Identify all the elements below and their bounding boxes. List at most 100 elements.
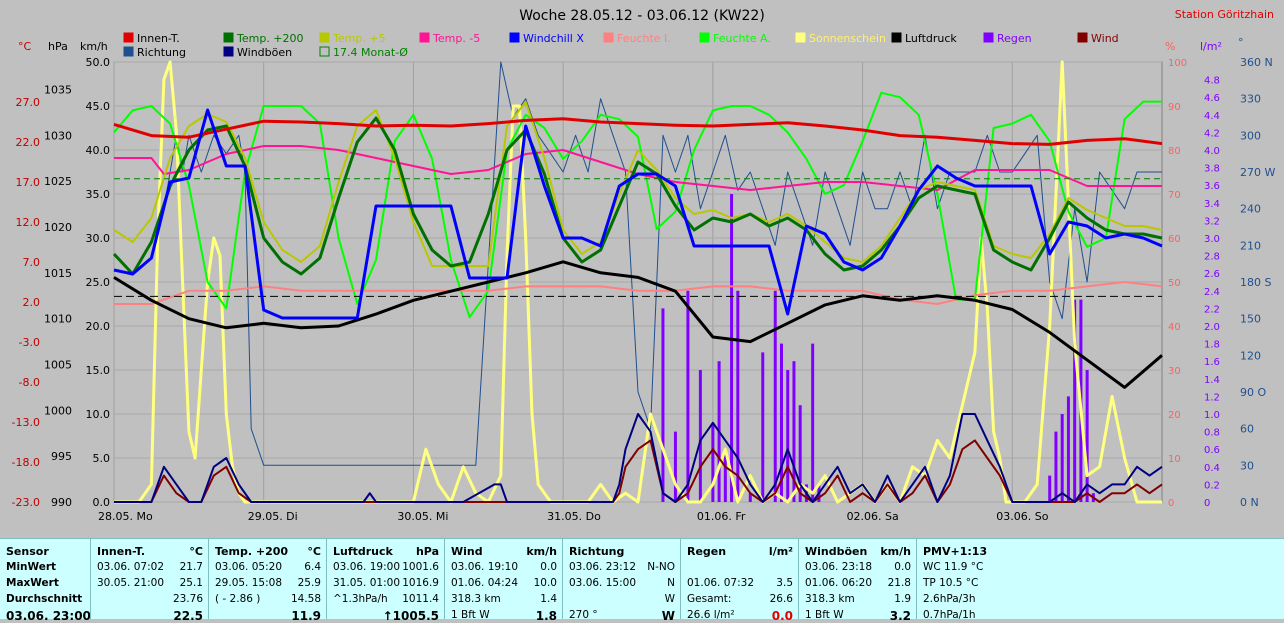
legend-label: 17.4 Monat-Ø [333, 46, 408, 59]
rain-bar [673, 431, 677, 502]
y-tick-label-lm2: 2.6 [1204, 269, 1220, 280]
y-tick-label-lm2: 0.6 [1204, 445, 1220, 456]
y-tick-label-lm2: 3.0 [1204, 234, 1220, 245]
statistics-panel: Sensor MinWert MaxWert Durchschnitt 03.06. 2… [0, 538, 1284, 623]
stats-column: Richtung 03.06. 23:12 N-NO 03.06. 15:00 N W 27… [562, 539, 681, 623]
y-tick-label-deg: 120 [1240, 349, 1261, 362]
rain-bar [779, 343, 783, 502]
stats-cell-detail: WC 11.9 °C [923, 561, 984, 573]
y-tick-label-deg: 300 [1240, 129, 1261, 142]
y-tick-label-kmh: 40.0 [86, 144, 111, 157]
axes: 28.05. Mo 29.05. Di 30.05. Mi 31.05. Do 01.0… [12, 56, 1276, 523]
series-layer [112, 60, 1163, 504]
stats-cell-detail: Gesamt: [687, 593, 732, 605]
stats-cell-value: W [664, 593, 675, 605]
series-line-windboeen [114, 413, 1163, 503]
y-tick-label-deg: 90 O [1240, 386, 1266, 399]
y-tick-label-lm2: 4.6 [1204, 93, 1220, 104]
stats-cell-detail: 1 Bft W [451, 609, 490, 621]
stats-cell-value: N [667, 577, 675, 589]
rain-bar [1085, 370, 1089, 502]
stats-column: Regen l/m² 01.06. 07:32 3.5 Gesamt: 26.6 26.6 … [680, 539, 799, 623]
stats-cell-detail: 03.06. 19:00 [333, 561, 400, 573]
stats-cell-value: W [661, 609, 675, 623]
series-line-windchill-x [113, 108, 1163, 320]
y-tick-label-deg: 0 N [1240, 496, 1259, 509]
legend-label: Richtung [137, 46, 186, 59]
rain-bar [661, 308, 665, 502]
rain-bar [748, 493, 752, 502]
stats-cell-value: 21.7 [179, 561, 203, 573]
y-tick-label-kmh: 10.0 [86, 408, 111, 421]
stats-header: PMV+1:13 [923, 545, 988, 558]
stats-cell-detail: 318.3 km [451, 593, 501, 605]
legend-label: Temp. +5 [332, 32, 386, 45]
y-tick-label-deg: 240 [1240, 203, 1261, 216]
stats-cell-value: 10.0 [533, 577, 557, 589]
stats-cell-value: 0.0 [894, 561, 911, 573]
rain-bar [811, 343, 815, 502]
series-line-feuchte-i- [114, 281, 1163, 305]
axis-header-percent: % [1165, 40, 1175, 53]
axis-header-hpa: hPa [48, 40, 68, 53]
rain-bar [1054, 431, 1058, 502]
stats-cell-detail: 318.3 km [805, 593, 855, 605]
y-tick-label-deg: 30 [1240, 459, 1254, 472]
legend-label: Temp. -5 [432, 32, 480, 45]
legend-label: Windchill X [523, 32, 584, 45]
y-tick-label-lm2: 3.6 [1204, 181, 1220, 192]
legend-swatch [223, 46, 234, 57]
legend-label: Feuchte A. [713, 32, 771, 45]
y-tick-label-deg: 150 [1240, 313, 1261, 326]
rain-bar [761, 352, 765, 502]
y-tick-label-lm2: 1.6 [1204, 357, 1220, 368]
stats-cell-detail: 270 ° [569, 609, 598, 621]
y-tick-label-kmh: 0.0 [93, 496, 111, 509]
axis-header-deg: ° [1238, 36, 1244, 49]
y-tick-label-lm2: 2.4 [1204, 287, 1220, 298]
stats-header: Wind [451, 545, 483, 558]
y-tick-label-kmh: 25.0 [86, 276, 111, 289]
y-tick-label-hpa: 1035 [44, 84, 72, 97]
stats-cell-detail: 03.06. 15:00 [569, 577, 636, 589]
legend-label: Luftdruck [905, 32, 957, 45]
y-tick-label-celsius: -13.0 [12, 416, 40, 429]
y-tick-label-percent: 20 [1168, 410, 1181, 421]
y-tick-label-percent: 10 [1168, 454, 1181, 465]
y-tick-label-hpa: 1030 [44, 129, 72, 142]
y-tick-label-lm2: 2.0 [1204, 322, 1220, 333]
y-tick-label-lm2: 4.2 [1204, 128, 1220, 139]
y-tick-label-percent: 50 [1168, 278, 1181, 289]
rain-bar [798, 405, 802, 502]
legend-swatch [319, 32, 330, 43]
stats-header: Regen [687, 545, 727, 558]
x-tick-label: 31.05. Do [547, 510, 601, 523]
y-tick-label-lm2: 4.0 [1204, 146, 1220, 157]
stats-column: Temp. +200 °C 03.06. 05:20 6.4 29.05. 15:08 2… [208, 539, 327, 623]
y-tick-label-hpa: 1000 [44, 404, 72, 417]
y-tick-label-celsius: 22.0 [16, 136, 41, 149]
stats-header: Windböen [805, 545, 868, 558]
stats-cell-detail: 01.06. 07:32 [687, 577, 754, 589]
y-tick-label-kmh: 15.0 [86, 364, 111, 377]
rain-bar [730, 194, 734, 502]
series-line-sonnenschein [114, 60, 1162, 504]
rain-bar [786, 370, 790, 502]
y-tick-label-lm2: 1.8 [1204, 340, 1220, 351]
legend-label: Wind [1091, 32, 1119, 45]
stats-cell-detail: 30.05. 21:00 [97, 577, 164, 589]
stats-cell-detail: ( - 2.86 ) [215, 593, 261, 605]
stats-unit: l/m² [768, 545, 793, 558]
legend-swatch [795, 32, 806, 43]
stats-cell-value: 1.9 [894, 593, 911, 605]
y-tick-label-percent: 40 [1168, 322, 1181, 333]
stats-column: Sensor MinWert MaxWert Durchschnitt 03.06. 2… [0, 539, 91, 623]
stats-cell-value: 3.5 [776, 577, 793, 589]
stats-cell-detail: ^1.3hPa/h [333, 593, 388, 605]
stats-header: Temp. +200 [215, 545, 289, 558]
y-tick-label-deg: 180 S [1240, 276, 1271, 289]
legend-label: Feuchte I. [617, 32, 671, 45]
stats-header: Innen-T. [97, 545, 146, 558]
y-tick-label-deg: 360 N [1240, 56, 1273, 69]
rain-bar [711, 422, 715, 502]
